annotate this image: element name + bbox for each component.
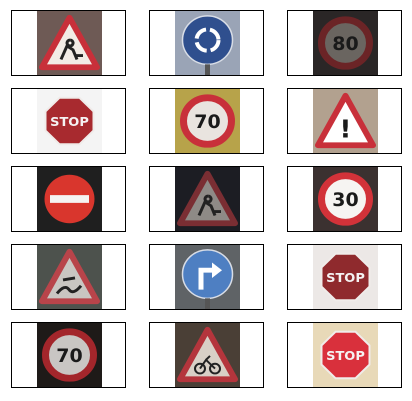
speed-limit-sign-icon (318, 172, 373, 226)
sign-photo (37, 11, 102, 75)
stop-sign-icon (320, 252, 371, 302)
speed-value: 80 (332, 34, 358, 55)
worker-icon (59, 38, 83, 61)
image-tile: ! (287, 88, 402, 154)
stop-sign-icon (44, 96, 95, 146)
image-tile (11, 10, 126, 76)
exclamation-mark: ! (340, 115, 352, 145)
bicycles-crossing-warning-sign-icon (177, 326, 238, 383)
sign-photo (175, 167, 240, 231)
turn-right-sign-icon (181, 249, 234, 300)
arrow-head (212, 262, 222, 278)
sign-image (175, 11, 240, 75)
roundabout-sign-icon (181, 15, 234, 66)
worker-icon (197, 194, 221, 217)
sign-image (37, 11, 102, 75)
sign-image: STOP (37, 89, 102, 153)
sign-image: 70 (37, 323, 102, 387)
sign-photo (37, 245, 102, 309)
sign-photo: STOP (313, 323, 378, 387)
stop-sign-icon (320, 330, 371, 380)
image-tile: 30 (287, 166, 402, 232)
general-caution-sign-icon (315, 92, 376, 149)
sign-photo (37, 167, 102, 231)
sign-image (37, 167, 102, 231)
speed-value: 30 (332, 190, 358, 211)
sign-pole (205, 64, 210, 75)
image-tile (149, 166, 264, 232)
speed-limit-sign-icon (318, 16, 373, 70)
sign-photo (175, 323, 240, 387)
slippery-road-icon (55, 276, 83, 295)
sign-image (175, 167, 240, 231)
sign-image: STOP (313, 323, 378, 387)
sign-image: STOP (313, 245, 378, 309)
sign-image (175, 323, 240, 387)
sign-image: 80 (313, 11, 378, 75)
stop-text: STOP (326, 349, 365, 364)
sign-photo (175, 245, 240, 309)
sign-image: 30 (313, 167, 378, 231)
sign-photo: STOP (313, 245, 378, 309)
speed-value: 70 (194, 112, 220, 133)
image-tile: STOP (287, 244, 402, 310)
image-tile (11, 166, 126, 232)
image-tile (149, 244, 264, 310)
arrow-right-icon (198, 267, 213, 290)
image-tile: 70 (149, 88, 264, 154)
sign-pole (205, 298, 210, 309)
sign-photo: 80 (313, 11, 378, 75)
image-tile (149, 10, 264, 76)
slippery-road-warning-sign-icon (39, 248, 100, 305)
image-tile: STOP (11, 88, 126, 154)
sign-photo (175, 11, 240, 75)
image-tile: 70 (11, 322, 126, 388)
stop-text: STOP (50, 115, 89, 130)
sign-image: ! (313, 89, 378, 153)
image-tile: STOP (287, 322, 402, 388)
sign-photo: 70 (175, 89, 240, 153)
image-tile: 80 (287, 10, 402, 76)
sign-photo: 70 (37, 323, 102, 387)
speed-limit-sign-icon (42, 328, 97, 382)
bicycle-icon (194, 355, 221, 375)
roadworks-warning-sign-icon (39, 14, 100, 71)
image-tile (11, 244, 126, 310)
sign-image (37, 245, 102, 309)
speed-value: 70 (56, 346, 82, 367)
no-entry-bar (50, 195, 89, 203)
sign-image: 70 (175, 89, 240, 153)
roadworks-warning-sign-icon (177, 170, 238, 227)
sign-image (175, 245, 240, 309)
sign-photo: STOP (37, 89, 102, 153)
stop-text: STOP (326, 271, 365, 286)
sign-photo: 30 (313, 167, 378, 231)
sign-photo: ! (313, 89, 378, 153)
speed-limit-sign-icon (180, 94, 235, 148)
image-tile (149, 322, 264, 388)
